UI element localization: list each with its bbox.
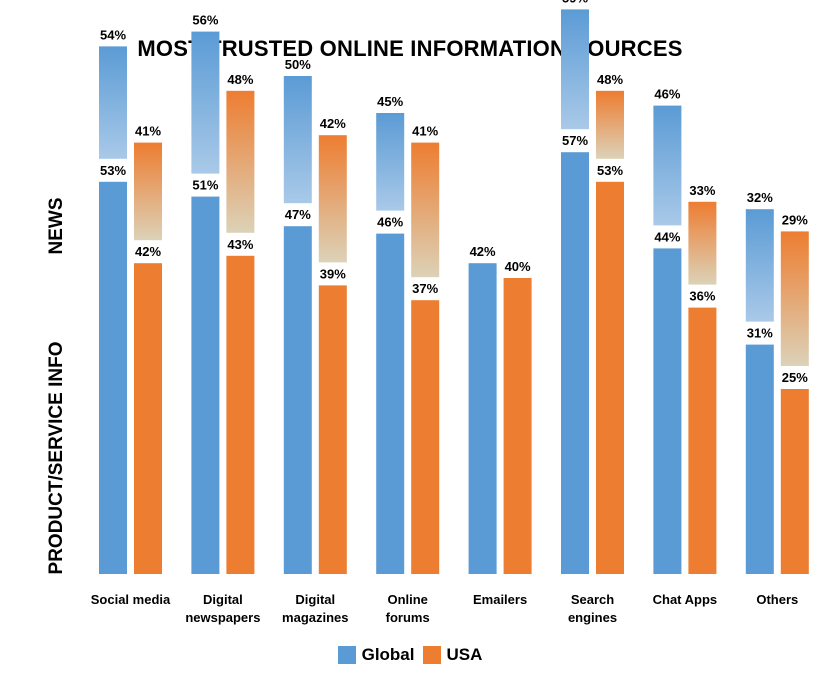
legend-label-global: Global bbox=[361, 645, 415, 664]
bar-news-global-digital-newspapers bbox=[191, 31, 220, 174]
data-label-product-global-search-engines: 57% bbox=[562, 133, 588, 148]
data-label-product-usa-chat-apps: 36% bbox=[689, 289, 715, 304]
bar-product-usa-chat-apps bbox=[688, 307, 717, 574]
bar-product-usa-emailers bbox=[503, 278, 532, 574]
bar-product-usa-online-forums bbox=[411, 300, 440, 574]
bar-product-usa-search-engines bbox=[596, 181, 624, 575]
data-label-product-global-digital-newspapers: 51% bbox=[192, 178, 218, 193]
bar-product-global-social-media bbox=[99, 181, 127, 575]
data-label-product-usa-online-forums: 37% bbox=[412, 281, 438, 296]
data-label-news-global-social-media: 54% bbox=[100, 27, 126, 42]
data-label-news-global-digital-newspapers: 56% bbox=[192, 13, 218, 28]
data-label-news-usa-search-engines: 48% bbox=[597, 72, 623, 87]
bar-product-global-emailers bbox=[468, 263, 497, 574]
category-label-search-engines: engines bbox=[568, 610, 617, 625]
bar-product-global-online-forums bbox=[376, 233, 405, 574]
bar-news-usa-online-forums bbox=[411, 142, 440, 278]
data-label-product-usa-others: 25% bbox=[782, 370, 808, 385]
bar-product-global-chat-apps bbox=[653, 248, 682, 574]
data-label-product-global-others: 31% bbox=[747, 326, 773, 341]
data-label-news-global-others: 32% bbox=[747, 190, 773, 205]
bar-news-usa-digital-magazines bbox=[318, 135, 347, 263]
legend-label-usa: USA bbox=[446, 645, 483, 664]
category-label-digital-magazines: magazines bbox=[282, 610, 348, 625]
bar-news-global-search-engines bbox=[561, 9, 589, 130]
data-label-news-usa-social-media: 41% bbox=[135, 124, 161, 139]
bar-news-global-social-media bbox=[99, 46, 127, 159]
bar-product-usa-social-media bbox=[134, 263, 162, 574]
panel-label-product-service-info: PRODUCT/SERVICE INFO bbox=[46, 342, 67, 575]
data-label-news-usa-digital-magazines: 42% bbox=[320, 116, 346, 131]
panel-label-news: NEWS bbox=[46, 198, 67, 255]
data-label-product-usa-emailers: 40% bbox=[505, 259, 531, 274]
bar-product-global-others bbox=[745, 344, 774, 574]
category-label-search-engines: Search bbox=[571, 592, 614, 607]
category-label-others: Others bbox=[756, 592, 798, 607]
category-label-digital-newspapers: newspapers bbox=[185, 610, 260, 625]
data-label-product-usa-digital-newspapers: 43% bbox=[227, 237, 253, 252]
bar-product-global-digital-newspapers bbox=[191, 196, 220, 574]
data-label-product-usa-social-media: 42% bbox=[135, 244, 161, 259]
bar-product-global-digital-magazines bbox=[283, 226, 312, 574]
data-label-news-usa-online-forums: 41% bbox=[412, 124, 438, 139]
data-label-news-usa-chat-apps: 33% bbox=[689, 183, 715, 198]
category-label-online-forums: forums bbox=[386, 610, 430, 625]
bar-product-usa-digital-newspapers bbox=[226, 255, 255, 575]
category-label-chat-apps: Chat Apps bbox=[653, 592, 718, 607]
data-label-news-usa-others: 29% bbox=[782, 212, 808, 227]
data-label-product-global-emailers: 42% bbox=[470, 244, 496, 259]
data-label-news-usa-digital-newspapers: 48% bbox=[227, 72, 253, 87]
data-label-news-global-digital-magazines: 50% bbox=[285, 57, 311, 72]
bar-news-usa-search-engines bbox=[596, 90, 624, 159]
legend-swatch-global bbox=[337, 646, 356, 664]
data-label-news-global-search-engines: 59% bbox=[562, 0, 588, 5]
bar-product-global-search-engines bbox=[561, 152, 589, 574]
legend-item-usa: USA bbox=[422, 645, 483, 665]
chart-title: MOST TRUSTED ONLINE INFORMATION SOURCES bbox=[137, 36, 683, 61]
category-label-social-media: Social media bbox=[91, 592, 171, 607]
data-label-product-global-online-forums: 46% bbox=[377, 215, 403, 230]
category-label-online-forums: Online bbox=[387, 592, 427, 607]
bar-news-usa-social-media bbox=[134, 142, 162, 241]
data-label-product-usa-search-engines: 53% bbox=[597, 163, 623, 178]
bar-news-global-chat-apps bbox=[653, 105, 682, 226]
category-label-digital-magazines: Digital bbox=[295, 592, 335, 607]
data-label-product-global-digital-magazines: 47% bbox=[285, 207, 311, 222]
legend-item-global: Global bbox=[337, 645, 415, 665]
data-label-product-global-chat-apps: 44% bbox=[654, 229, 680, 244]
data-label-product-usa-digital-magazines: 39% bbox=[320, 266, 346, 281]
category-label-digital-newspapers: Digital bbox=[203, 592, 243, 607]
legend-swatch-usa bbox=[422, 646, 441, 664]
bar-news-global-digital-magazines bbox=[283, 76, 312, 204]
legend: Global USA bbox=[0, 645, 820, 665]
data-label-news-global-online-forums: 45% bbox=[377, 94, 403, 109]
bar-news-global-online-forums bbox=[376, 113, 405, 211]
bar-news-global-others bbox=[745, 209, 774, 322]
bar-news-usa-others bbox=[780, 231, 809, 366]
bar-news-usa-digital-newspapers bbox=[226, 90, 255, 233]
bar-product-usa-others bbox=[780, 389, 809, 574]
category-label-emailers: Emailers bbox=[473, 592, 527, 607]
bar-product-usa-digital-magazines bbox=[318, 285, 347, 574]
bar-news-usa-chat-apps bbox=[688, 201, 717, 285]
data-label-product-global-social-media: 53% bbox=[100, 163, 126, 178]
data-label-news-global-chat-apps: 46% bbox=[654, 87, 680, 102]
